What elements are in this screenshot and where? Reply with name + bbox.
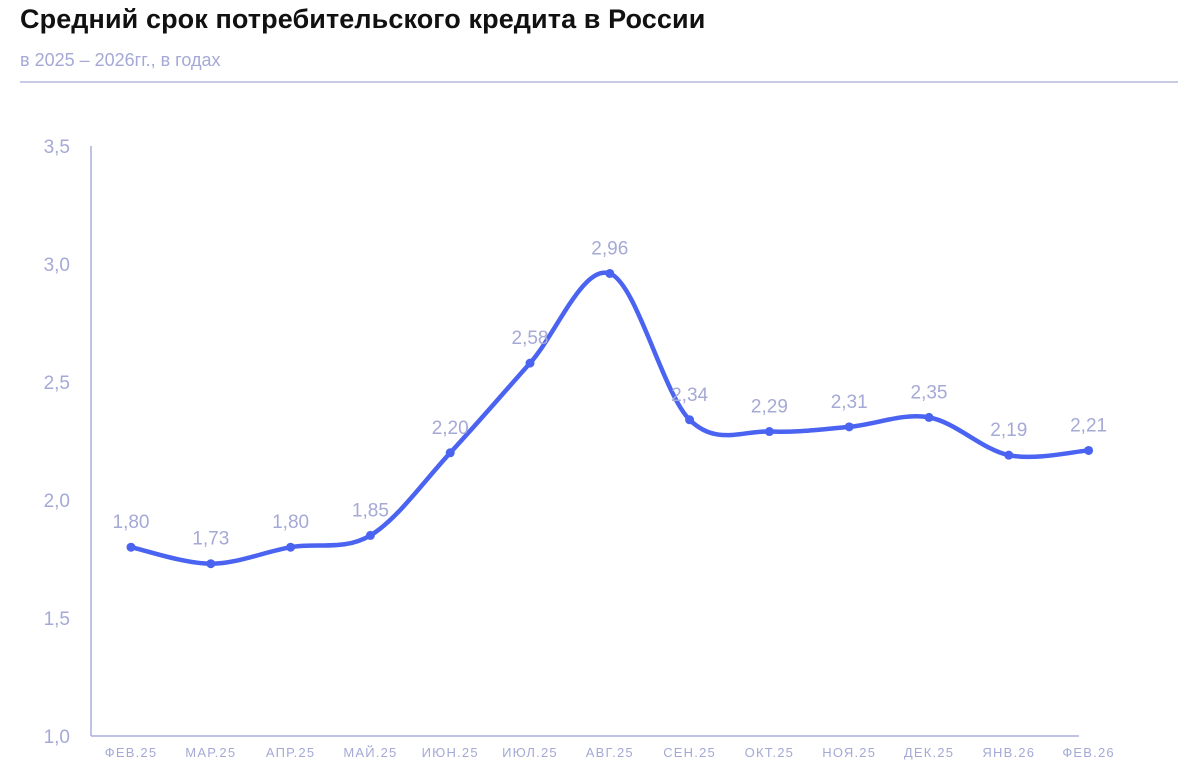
data-label: 2,34 bbox=[671, 385, 708, 406]
x-tick-label: ДЕК.25 bbox=[904, 745, 954, 760]
x-tick-label: ОКТ.25 bbox=[745, 745, 794, 760]
y-axis-ticks: 1,0 1,5 2,0 2,5 3,0 3,5 bbox=[44, 137, 70, 748]
y-tick-label: 1,5 bbox=[44, 609, 70, 630]
x-tick-label: ЯНВ.26 bbox=[982, 745, 1035, 760]
chart-title: Средний срок потребительского кредита в … bbox=[20, 4, 706, 34]
data-label: 2,35 bbox=[911, 382, 948, 403]
data-points bbox=[126, 268, 1094, 569]
data-point bbox=[1004, 450, 1014, 460]
data-point bbox=[844, 422, 854, 432]
data-point bbox=[206, 559, 216, 569]
data-point bbox=[685, 415, 695, 425]
x-tick-label: ФЕВ.25 bbox=[105, 745, 158, 760]
data-point bbox=[525, 358, 535, 368]
data-label: 2,20 bbox=[432, 418, 469, 439]
data-labels: 1,80 1,73 1,80 1,85 2,20 2,58 2,96 2,34 2,29 2,31… bbox=[113, 238, 1108, 549]
x-tick-label: ФЕВ.26 bbox=[1062, 745, 1115, 760]
data-point bbox=[445, 448, 455, 458]
x-axis-ticks: ФЕВ.25 МАР.25 АПР.25 МАЙ.25 ИЮН.25 ИЮЛ.25 АВГ.… bbox=[105, 745, 1115, 760]
data-point bbox=[286, 542, 296, 552]
header-divider bbox=[20, 81, 1178, 83]
data-point bbox=[1084, 445, 1094, 455]
data-point bbox=[126, 542, 136, 552]
x-tick-label: АПР.25 bbox=[266, 745, 315, 760]
data-label: 2,58 bbox=[512, 328, 549, 349]
data-point bbox=[605, 268, 615, 278]
data-label: 1,80 bbox=[113, 512, 150, 533]
y-tick-label: 3,0 bbox=[44, 255, 70, 276]
data-point bbox=[365, 530, 375, 540]
x-tick-label: ИЮЛ.25 bbox=[502, 745, 558, 760]
x-tick-label: МАР.25 bbox=[185, 745, 236, 760]
data-label: 2,21 bbox=[1070, 415, 1107, 436]
data-label: 2,96 bbox=[591, 238, 628, 259]
data-label: 2,29 bbox=[751, 397, 788, 418]
y-tick-label: 2,5 bbox=[44, 373, 70, 394]
data-label: 2,19 bbox=[990, 420, 1027, 441]
data-label: 1,73 bbox=[192, 529, 229, 550]
x-tick-label: АВГ.25 bbox=[586, 745, 634, 760]
x-tick-label: СЕН.25 bbox=[663, 745, 716, 760]
data-label: 2,31 bbox=[831, 392, 868, 413]
data-label: 1,80 bbox=[272, 512, 309, 533]
x-tick-label: МАЙ.25 bbox=[343, 745, 397, 760]
chart-subtitle: в 2025 – 2026гг., в годах bbox=[20, 50, 221, 70]
x-tick-label: ИЮН.25 bbox=[422, 745, 479, 760]
y-tick-label: 3,5 bbox=[44, 137, 70, 158]
x-tick-label: НОЯ.25 bbox=[822, 745, 876, 760]
data-label: 1,85 bbox=[352, 500, 389, 521]
data-point bbox=[764, 427, 774, 437]
data-point bbox=[924, 412, 934, 422]
y-tick-label: 1,0 bbox=[44, 727, 70, 748]
y-tick-label: 2,0 bbox=[44, 491, 70, 512]
